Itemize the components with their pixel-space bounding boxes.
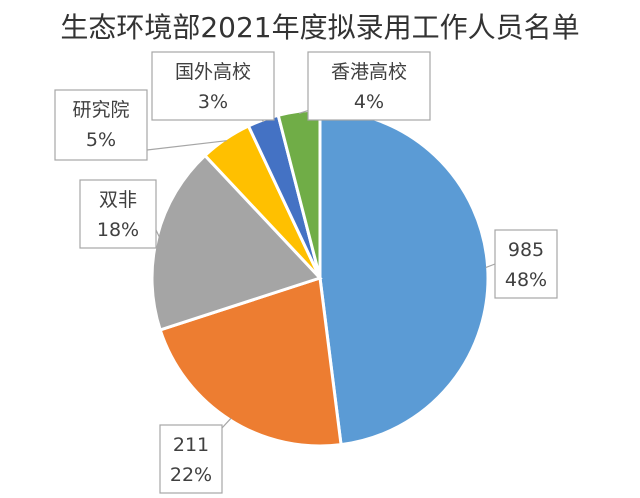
pie-slice-0 <box>318 108 490 447</box>
slice-category-label-0: 985 <box>508 239 544 261</box>
chart-title: 生态环境部2021年度拟录用工作人员名单 <box>60 11 580 44</box>
callout-leader-line-3 <box>146 140 227 151</box>
slice-category-label-2: 双非 <box>99 189 137 211</box>
slice-value-label-2: 18% <box>97 219 139 241</box>
slice-value-label-0: 48% <box>505 269 547 291</box>
slice-category-label-5: 香港高校 <box>331 61 407 83</box>
callout-leader-line-1 <box>221 417 232 429</box>
callout-box-5 <box>307 51 431 121</box>
pie-slice-2 <box>150 153 323 332</box>
callout-box-4 <box>151 51 275 121</box>
slice-value-label-1: 22% <box>170 464 212 486</box>
slice-category-label-1: 211 <box>173 434 209 456</box>
callout-box-1 <box>159 424 223 494</box>
callout-box-3 <box>54 89 148 161</box>
slice-value-label-5: 4% <box>354 91 384 113</box>
slice-value-label-3: 5% <box>86 129 116 151</box>
slice-category-label-3: 研究院 <box>72 99 129 121</box>
callout-box-0 <box>494 229 558 299</box>
callout-leader-line-0 <box>485 263 496 269</box>
slice-value-label-4: 3% <box>198 91 228 113</box>
slice-category-label-4: 国外高校 <box>175 61 251 83</box>
callout-box-2 <box>79 179 157 249</box>
